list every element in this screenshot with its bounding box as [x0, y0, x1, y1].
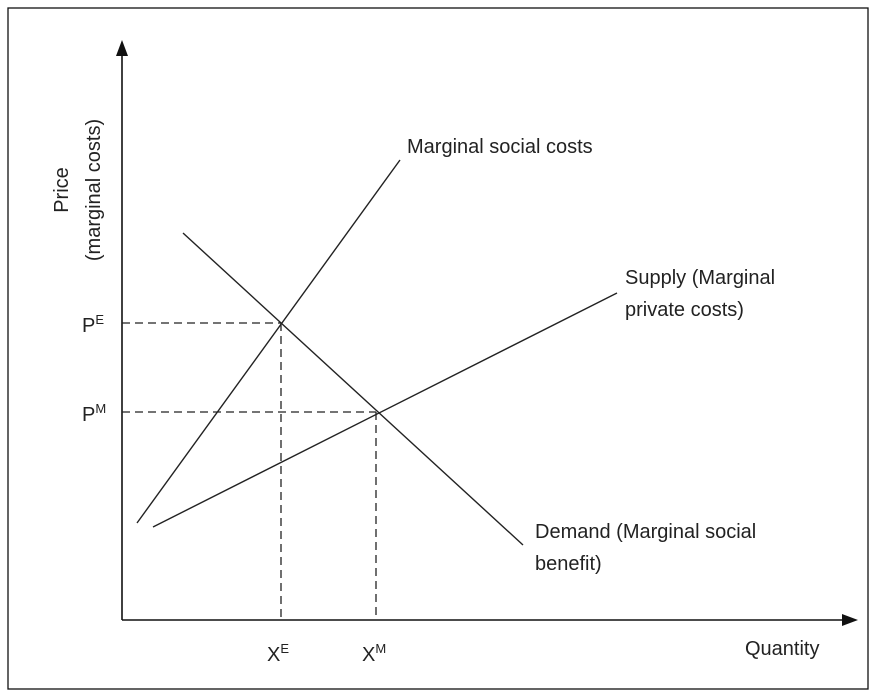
xm-label: XM [362, 641, 386, 666]
supply-label: Supply (Marginal [625, 267, 775, 289]
x-arrow [842, 614, 858, 626]
pm-label: PM [82, 401, 106, 426]
supply-label: private costs) [625, 299, 744, 321]
base: P [82, 404, 95, 426]
sup: M [95, 401, 106, 416]
y-label: Price (marginal costs) [51, 119, 105, 261]
sup: E [280, 641, 289, 656]
x-label: Quantity [745, 638, 819, 660]
demand-curve [182, 232, 524, 546]
y-label-line: Price [51, 167, 73, 213]
supply-curve [152, 292, 618, 528]
frame [7, 7, 869, 690]
pe-label: PE [82, 312, 104, 337]
base: X [362, 644, 375, 666]
msc-label: Marginal social costs [407, 136, 593, 158]
demand-label: Demand (Marginal social [535, 521, 756, 543]
sup: M [375, 641, 386, 656]
base: X [267, 644, 280, 666]
demand-label: benefit) [535, 553, 602, 575]
xe-label: XE [267, 641, 289, 666]
sup: E [95, 312, 104, 327]
msc-curve [136, 159, 401, 524]
y-label-line: (marginal costs) [83, 119, 105, 261]
y-arrow [116, 40, 128, 56]
base: P [82, 315, 95, 337]
